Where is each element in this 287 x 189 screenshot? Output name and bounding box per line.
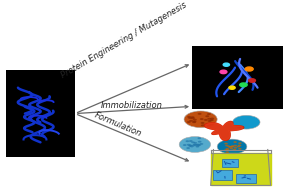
Circle shape xyxy=(233,141,237,143)
Circle shape xyxy=(187,116,191,118)
Polygon shape xyxy=(205,122,243,140)
Bar xyxy=(192,46,284,109)
Circle shape xyxy=(187,121,191,123)
Polygon shape xyxy=(204,121,244,140)
Circle shape xyxy=(187,144,191,146)
Text: Formulation: Formulation xyxy=(93,111,143,139)
Circle shape xyxy=(196,145,200,146)
Circle shape xyxy=(226,148,229,150)
Circle shape xyxy=(193,121,197,123)
Circle shape xyxy=(200,118,204,120)
Circle shape xyxy=(193,142,197,144)
Circle shape xyxy=(230,148,233,149)
Bar xyxy=(222,159,238,167)
Circle shape xyxy=(193,119,197,121)
Circle shape xyxy=(192,121,196,123)
Circle shape xyxy=(233,145,237,146)
Circle shape xyxy=(237,146,240,147)
Bar xyxy=(6,70,75,157)
Circle shape xyxy=(226,149,229,151)
Circle shape xyxy=(184,111,217,128)
Circle shape xyxy=(210,119,214,121)
Circle shape xyxy=(227,146,231,147)
Circle shape xyxy=(238,148,242,150)
Bar xyxy=(214,170,232,180)
Circle shape xyxy=(220,70,227,74)
Circle shape xyxy=(198,113,201,115)
Circle shape xyxy=(195,146,199,148)
Polygon shape xyxy=(211,153,271,185)
Circle shape xyxy=(197,144,201,146)
Circle shape xyxy=(234,147,237,149)
Circle shape xyxy=(179,137,211,152)
Circle shape xyxy=(225,145,229,146)
Circle shape xyxy=(198,141,201,143)
Circle shape xyxy=(224,149,228,151)
Circle shape xyxy=(199,143,203,145)
Circle shape xyxy=(233,149,237,151)
Circle shape xyxy=(191,116,195,118)
Circle shape xyxy=(185,140,189,142)
Circle shape xyxy=(196,144,200,146)
Circle shape xyxy=(217,139,247,154)
Circle shape xyxy=(245,67,253,71)
Circle shape xyxy=(210,118,214,120)
Circle shape xyxy=(188,144,192,146)
Circle shape xyxy=(249,79,255,82)
Circle shape xyxy=(191,141,195,143)
Circle shape xyxy=(207,118,211,120)
Circle shape xyxy=(192,144,196,146)
Circle shape xyxy=(188,117,192,119)
Circle shape xyxy=(238,145,241,146)
Circle shape xyxy=(183,144,187,146)
Circle shape xyxy=(231,145,234,147)
Circle shape xyxy=(201,124,205,126)
Circle shape xyxy=(204,119,208,121)
Circle shape xyxy=(224,143,228,144)
Circle shape xyxy=(223,63,230,66)
Circle shape xyxy=(188,145,192,147)
Circle shape xyxy=(230,146,234,148)
Circle shape xyxy=(191,117,195,119)
Circle shape xyxy=(186,147,190,149)
Circle shape xyxy=(240,83,247,87)
Text: Immobilization: Immobilization xyxy=(101,101,163,110)
Circle shape xyxy=(205,115,209,117)
Circle shape xyxy=(189,120,193,122)
Circle shape xyxy=(229,86,235,89)
Circle shape xyxy=(226,151,229,153)
Circle shape xyxy=(189,140,193,142)
Circle shape xyxy=(208,120,212,122)
Circle shape xyxy=(232,115,260,129)
Text: Protein Engineering / Mutagenesis: Protein Engineering / Mutagenesis xyxy=(59,0,188,80)
Circle shape xyxy=(207,113,211,115)
Circle shape xyxy=(190,146,194,147)
Bar xyxy=(236,174,256,183)
Circle shape xyxy=(194,144,198,146)
Circle shape xyxy=(232,149,236,151)
Circle shape xyxy=(201,122,205,124)
Circle shape xyxy=(238,142,242,144)
Circle shape xyxy=(197,137,201,139)
Circle shape xyxy=(193,144,197,146)
Circle shape xyxy=(228,146,232,148)
